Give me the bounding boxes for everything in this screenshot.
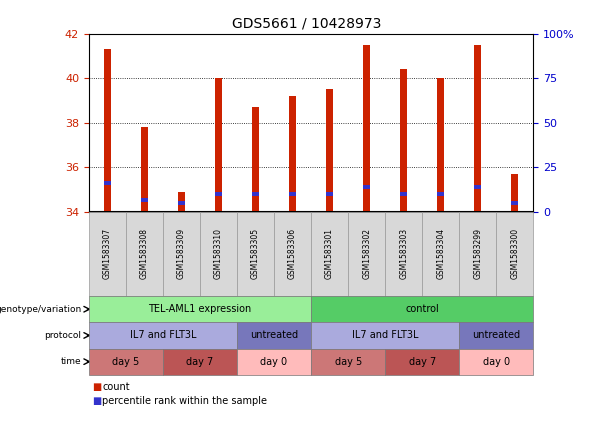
Text: IL7 and FLT3L: IL7 and FLT3L	[352, 330, 419, 341]
Text: time: time	[61, 357, 82, 366]
Bar	[400, 69, 407, 212]
Text: GDS5661 / 10428973: GDS5661 / 10428973	[232, 17, 381, 31]
Bar	[438, 78, 444, 212]
Bar	[326, 192, 333, 196]
Text: untreated: untreated	[250, 330, 298, 341]
Text: GSM1583303: GSM1583303	[399, 228, 408, 279]
Text: day 0: day 0	[261, 357, 287, 367]
Text: GSM1583299: GSM1583299	[473, 228, 482, 279]
Text: GSM1583310: GSM1583310	[214, 228, 223, 279]
Text: protocol: protocol	[45, 331, 82, 340]
Text: GSM1583302: GSM1583302	[362, 228, 371, 279]
Bar	[511, 174, 518, 212]
Text: GSM1583301: GSM1583301	[325, 228, 334, 279]
Text: GSM1583304: GSM1583304	[436, 228, 445, 279]
Bar	[438, 192, 444, 196]
Text: ■: ■	[92, 382, 101, 393]
Text: untreated: untreated	[472, 330, 520, 341]
Text: day 0: day 0	[482, 357, 510, 367]
Text: day 5: day 5	[335, 357, 362, 367]
Bar	[252, 107, 259, 212]
Text: percentile rank within the sample: percentile rank within the sample	[102, 396, 267, 406]
Text: GSM1583309: GSM1583309	[177, 228, 186, 279]
Bar	[289, 192, 296, 196]
Text: day 5: day 5	[112, 357, 140, 367]
Bar	[215, 78, 222, 212]
Text: GSM1583307: GSM1583307	[103, 228, 112, 279]
Bar	[178, 201, 185, 205]
Text: GSM1583300: GSM1583300	[510, 228, 519, 279]
Text: genotype/variation: genotype/variation	[0, 305, 82, 314]
Bar	[178, 192, 185, 212]
Bar	[104, 49, 111, 212]
Text: GSM1583308: GSM1583308	[140, 228, 149, 279]
Bar	[289, 96, 296, 212]
Text: day 7: day 7	[186, 357, 213, 367]
Bar	[364, 45, 370, 212]
Bar	[474, 45, 481, 212]
Text: ■: ■	[92, 396, 101, 406]
Text: day 7: day 7	[409, 357, 436, 367]
Bar	[215, 192, 222, 196]
Bar	[104, 181, 111, 184]
Text: TEL-AML1 expression: TEL-AML1 expression	[148, 304, 251, 314]
Bar	[474, 185, 481, 189]
Bar	[252, 192, 259, 196]
Text: control: control	[405, 304, 439, 314]
Text: count: count	[102, 382, 130, 393]
Bar	[400, 192, 407, 196]
Text: GSM1583305: GSM1583305	[251, 228, 260, 279]
Bar	[364, 185, 370, 189]
Bar	[141, 198, 148, 202]
Bar	[511, 201, 518, 205]
Bar	[141, 127, 148, 212]
Text: IL7 and FLT3L: IL7 and FLT3L	[130, 330, 196, 341]
Text: GSM1583306: GSM1583306	[288, 228, 297, 279]
Bar	[326, 89, 333, 212]
